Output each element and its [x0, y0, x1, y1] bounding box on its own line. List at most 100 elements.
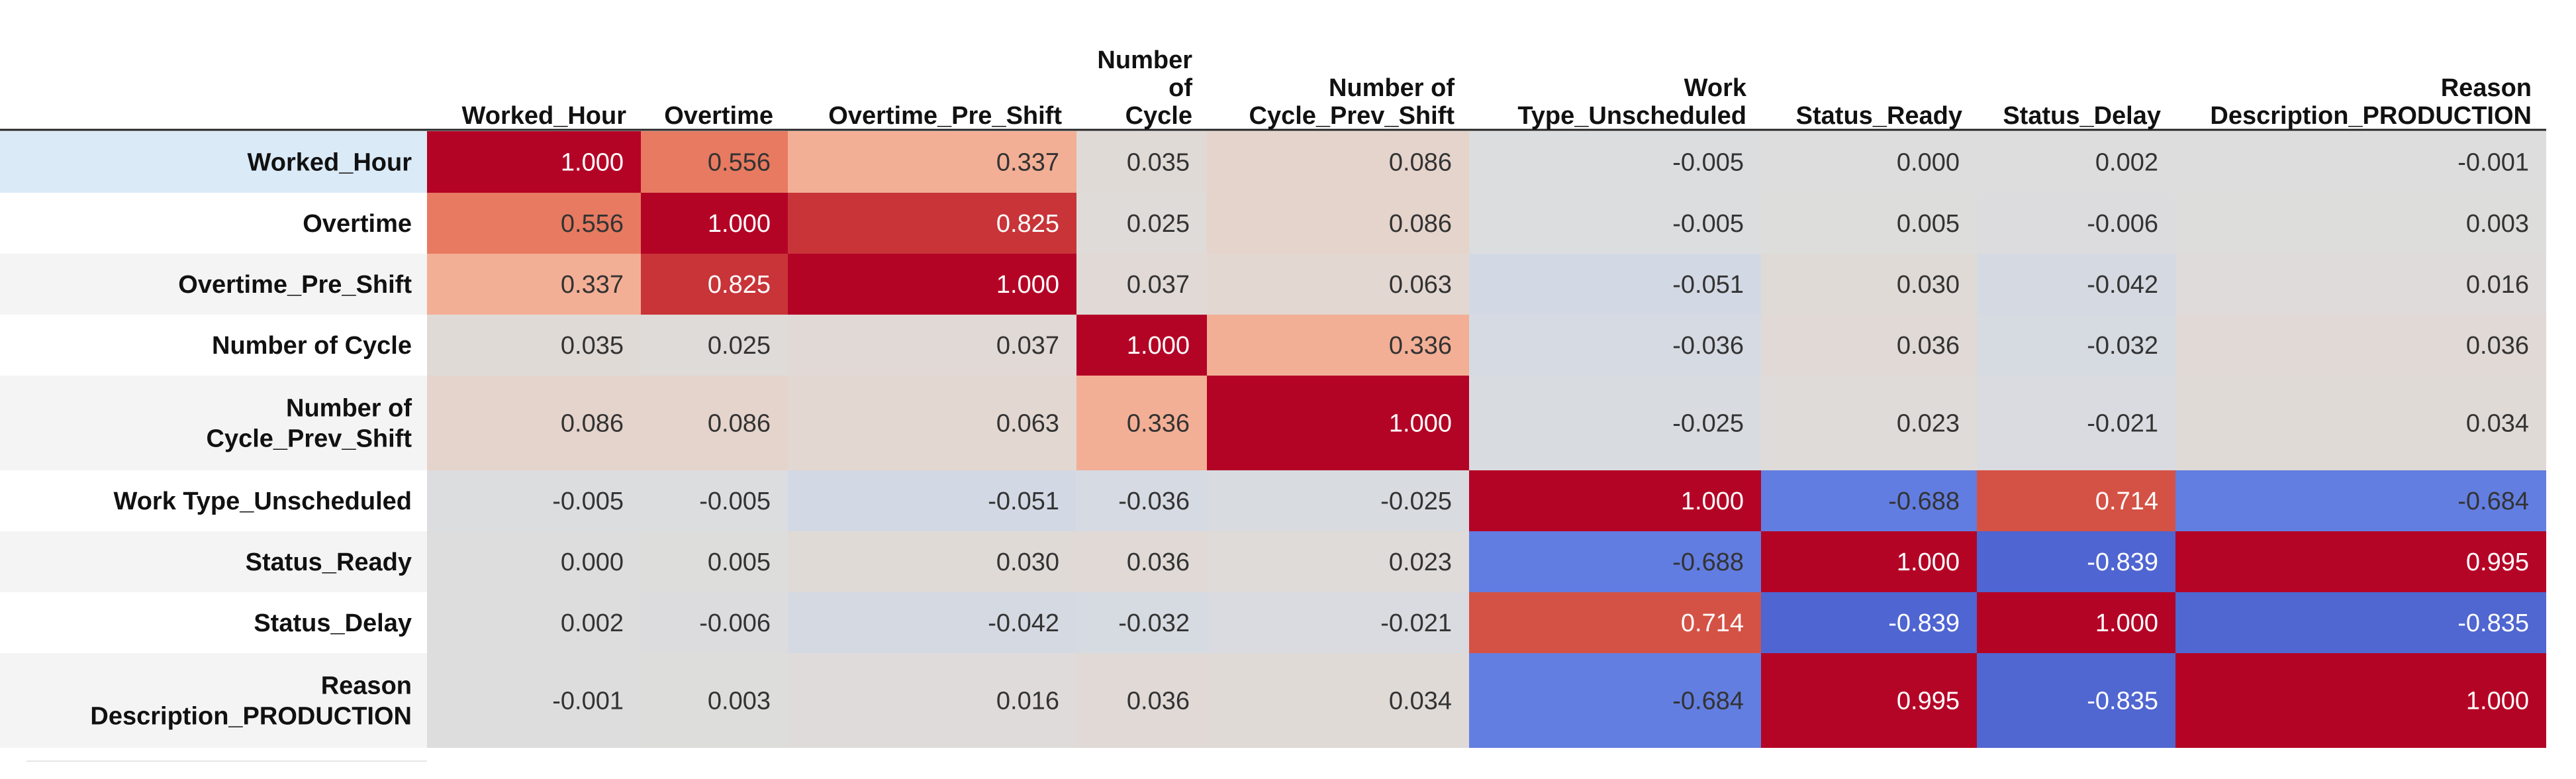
cell-value-label: 0.016 — [2466, 271, 2529, 299]
cell-value-label: -0.688 — [1888, 488, 1960, 515]
cell-value-label: -0.025 — [1380, 488, 1452, 515]
row-header-label: Overtime — [303, 210, 412, 238]
row-header-label: Overtime_Pre_Shift — [178, 271, 412, 299]
cell-value-label: 0.037 — [996, 332, 1059, 360]
heatmap-cell — [1977, 315, 2175, 376]
heatmap-cell — [641, 315, 788, 376]
cell-value-label: -0.005 — [1672, 149, 1744, 177]
column-header-label: Reason — [2441, 74, 2532, 102]
heatmap-cell — [427, 653, 641, 748]
column-header-label: Type_Unscheduled — [1517, 102, 1746, 130]
heatmap-cell — [1207, 254, 1469, 315]
heatmap-cell — [1076, 592, 1207, 653]
cell-value-label: 0.002 — [561, 609, 624, 637]
row-header-background — [0, 592, 427, 653]
heatmap-cell — [788, 131, 1076, 193]
heatmap-cell — [788, 315, 1076, 376]
heatmap-cell — [1761, 254, 1977, 315]
heatmap-cell — [2175, 131, 2546, 193]
row-header-background — [0, 315, 427, 376]
cell-value-label: 1.000 — [1897, 548, 1960, 576]
heatmap-cell — [427, 531, 641, 592]
cell-value-label: 0.005 — [1897, 210, 1960, 238]
cell-value-label: 0.336 — [1389, 332, 1452, 360]
row-header-background — [0, 131, 427, 193]
heatmap-cell — [641, 131, 788, 193]
heatmap-cell — [1761, 376, 1977, 470]
cell-value-label: -0.042 — [2087, 271, 2158, 299]
row-header-label: Number of — [286, 395, 412, 423]
heatmap-cell — [1761, 315, 1977, 376]
heatmap-cell — [1207, 470, 1469, 531]
heatmap-cell — [427, 376, 641, 470]
row-header-background — [0, 531, 427, 592]
heatmap-cell — [1977, 376, 2175, 470]
cell-value-label: 1.000 — [708, 210, 771, 238]
heatmap-cell — [1761, 193, 1977, 254]
cell-value-label: 1.000 — [1127, 332, 1190, 360]
heatmap-cell — [641, 653, 788, 748]
cell-value-label: 0.086 — [708, 410, 771, 438]
cell-value-label: 0.086 — [1389, 210, 1452, 238]
heatmap-cell — [641, 531, 788, 592]
heatmap-cell — [1207, 131, 1469, 193]
row-header-label: Reason — [321, 672, 412, 700]
heatmap-cell — [788, 531, 1076, 592]
column-header-label: of — [1169, 74, 1192, 102]
cell-value-label: 0.063 — [996, 410, 1059, 438]
heatmap-cell — [1076, 315, 1207, 376]
heatmap-cell — [1977, 254, 2175, 315]
heatmap-cell — [1761, 653, 1977, 748]
cell-value-label: 0.023 — [1389, 548, 1452, 576]
cell-value-label: -0.001 — [2457, 149, 2529, 177]
row-header-background — [0, 653, 427, 748]
cell-value-label: -0.005 — [1672, 210, 1744, 238]
heatmap-cell — [1977, 592, 2175, 653]
cell-value-label: 0.036 — [1127, 548, 1190, 576]
heatmap-cell — [1469, 376, 1761, 470]
cell-value-label: 0.035 — [561, 332, 624, 360]
cell-value-label: -0.839 — [2087, 548, 2158, 576]
heatmap-cell — [1469, 193, 1761, 254]
column-header-label: Status_Delay — [2003, 102, 2161, 130]
heatmap-cell — [641, 376, 788, 470]
heatmap-cell — [641, 193, 788, 254]
cell-value-label: -0.001 — [552, 688, 624, 715]
cell-value-label: 0.337 — [996, 149, 1059, 177]
heatmap-cell — [1977, 131, 2175, 193]
cell-value-label: 0.003 — [708, 688, 771, 715]
cell-value-label: 0.000 — [561, 548, 624, 576]
column-header-label: Number of — [1329, 74, 1455, 102]
cell-value-label: -0.688 — [1672, 548, 1744, 576]
cell-value-label: 0.037 — [1127, 271, 1190, 299]
row-header-background — [0, 193, 427, 254]
cell-value-label: 0.035 — [1127, 149, 1190, 177]
heatmap-cell — [427, 592, 641, 653]
cell-value-label: 0.036 — [1897, 332, 1960, 360]
column-header-label: Cycle_Prev_Shift — [1249, 102, 1455, 130]
heatmap-cell — [1761, 470, 1977, 531]
row-header-background — [0, 470, 427, 531]
heatmap-cell — [1469, 531, 1761, 592]
row-header-label: Work Type_Unscheduled — [114, 488, 412, 515]
cell-value-label: -0.021 — [2087, 410, 2158, 438]
row-header-label: Worked_Hour — [248, 149, 412, 177]
cell-value-label: 0.005 — [708, 548, 771, 576]
cell-value-label: 0.036 — [1127, 688, 1190, 715]
cell-value-label: -0.684 — [1672, 688, 1744, 715]
heatmap-cell — [427, 470, 641, 531]
cell-value-label: 0.337 — [561, 271, 624, 299]
heatmap-cell — [1761, 592, 1977, 653]
row-header-background — [0, 254, 427, 315]
heatmap-cell — [1977, 470, 2175, 531]
cell-value-label: 0.025 — [1127, 210, 1190, 238]
heatmap-cell — [1469, 592, 1761, 653]
heatmap-cell — [1076, 193, 1207, 254]
heatmap-cell — [2175, 653, 2546, 748]
cell-value-label: -0.839 — [1888, 609, 1960, 637]
heatmap-cell — [1977, 193, 2175, 254]
heatmap-cell — [2175, 193, 2546, 254]
heatmap-cell — [2175, 592, 2546, 653]
cell-value-label: 0.034 — [1389, 688, 1452, 715]
heatmap-cell — [1207, 653, 1469, 748]
